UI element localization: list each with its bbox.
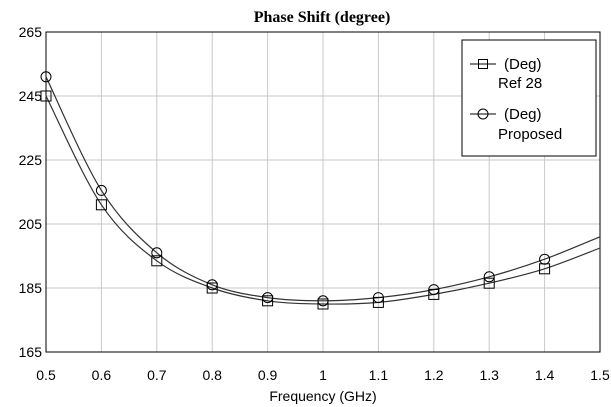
series-markers <box>40 71 551 310</box>
x-axis-ticks: 0.5 0.6 0.7 0.8 0.9 1 1.1 1.2 1.3 1.4 1.5 <box>36 367 610 383</box>
legend-label-ref28-line2: Ref 28 <box>498 75 542 92</box>
data-point-square <box>151 255 163 267</box>
y-tick-label: 225 <box>19 152 43 168</box>
data-point-square <box>428 288 440 300</box>
data-point-circle <box>40 71 52 83</box>
x-tick-label: 0.8 <box>202 367 222 383</box>
y-tick-label: 205 <box>19 216 43 232</box>
y-tick-label: 265 <box>19 24 43 40</box>
x-tick-label: 1.2 <box>424 367 444 383</box>
data-point-square <box>262 295 274 307</box>
data-point-circle <box>372 292 384 304</box>
legend-square-marker-icon <box>478 59 488 69</box>
series-lines <box>45 76 601 305</box>
data-point-square <box>206 282 218 294</box>
y-axis-ticks: 165 185 205 225 245 265 <box>19 24 43 360</box>
series-line-0 <box>45 95 601 305</box>
legend-circle-marker-icon <box>477 108 489 120</box>
legend-label-proposed-line2: Proposed <box>498 126 562 143</box>
x-tick-label: 0.5 <box>36 367 56 383</box>
data-point-square <box>317 298 329 310</box>
data-point-circle <box>151 247 163 259</box>
data-point-circle <box>539 253 551 265</box>
legend-label-ref28-line1: (Deg) <box>504 56 542 73</box>
data-point-square <box>95 199 107 211</box>
data-point-circle <box>262 292 274 304</box>
plot-area-border <box>45 31 601 353</box>
legend-label-proposed-line1: (Deg) <box>504 106 542 123</box>
data-point-circle <box>206 279 218 291</box>
data-point-circle <box>428 284 440 296</box>
x-tick-label: 1.4 <box>535 367 555 383</box>
y-tick-label: 185 <box>19 280 43 296</box>
data-point-circle <box>95 184 107 196</box>
y-tick-label: 165 <box>19 344 43 360</box>
data-point-square <box>483 277 495 289</box>
x-tick-label: 0.9 <box>258 367 278 383</box>
x-tick-label: 1.3 <box>479 367 499 383</box>
data-point-square <box>372 296 384 308</box>
series-line-1 <box>45 76 601 302</box>
legend: (Deg) Ref 28 (Deg) Proposed <box>461 39 597 157</box>
x-tick-label: 1.5 <box>590 367 610 383</box>
chart-title: Phase Shift (degree) <box>254 9 391 26</box>
data-point-square <box>40 90 52 102</box>
x-tick-label: 1.1 <box>369 367 389 383</box>
x-axis-label: Frequency (GHz) <box>269 388 376 404</box>
x-tick-label: 0.7 <box>147 367 167 383</box>
x-tick-label: 0.6 <box>92 367 112 383</box>
data-point-circle <box>317 295 329 307</box>
y-tick-label: 245 <box>19 88 43 104</box>
x-tick-label: 1 <box>319 367 327 383</box>
data-point-circle <box>483 271 495 283</box>
